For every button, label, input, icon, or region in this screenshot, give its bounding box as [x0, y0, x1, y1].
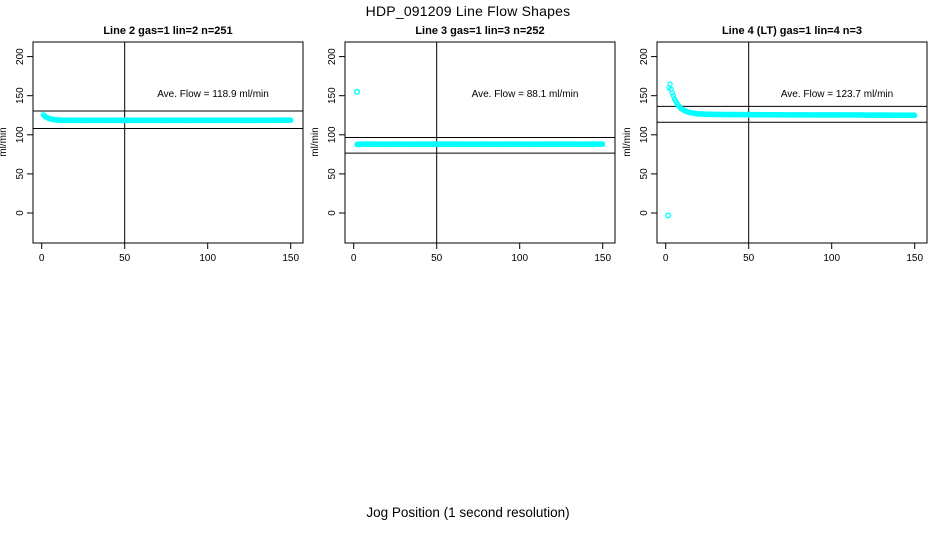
- y-axis-title: ml/min: [622, 127, 633, 156]
- y-tick-label: 50: [15, 168, 26, 180]
- plot-box: [32, 41, 304, 244]
- ave-flow-annotation: Ave. Flow = 123.7 ml/min: [781, 89, 893, 100]
- data-points: [40, 112, 294, 124]
- x-tick-label: 150: [594, 253, 611, 264]
- x-tick-label: 50: [431, 253, 443, 264]
- panel-line-4: Line 4 (LT) gas=1 lin=4 n=30501001502000…: [622, 25, 928, 264]
- plot-box: [344, 41, 616, 244]
- x-tick-label: 150: [282, 253, 299, 264]
- y-tick-label: 200: [639, 48, 650, 65]
- y-tick-label: 150: [639, 87, 650, 104]
- data-point: [288, 117, 294, 123]
- x-tick-label: 50: [119, 253, 131, 264]
- outlier-point: [665, 212, 672, 219]
- y-axis-title: ml/min: [0, 127, 9, 156]
- panel-line-3: Line 3 gas=1 lin=3 n=252 0 50 100 150 200 0 50 1…: [310, 25, 616, 264]
- outlier-point: [354, 88, 361, 95]
- x-tick-label: 0: [351, 253, 357, 264]
- y-tick-label: 100: [327, 126, 338, 143]
- y-tick-label: 150: [15, 87, 26, 104]
- data-point: [669, 90, 675, 96]
- plot-box: [656, 41, 928, 244]
- x-tick-label: 0: [39, 253, 45, 264]
- x-tick-label: 0: [663, 253, 669, 264]
- y-axis: 0 50 100 150 200: [639, 48, 657, 216]
- y-tick-label: 0: [639, 210, 650, 216]
- panel-title: Line 4 (LT) gas=1 lin=4 n=3: [722, 25, 862, 37]
- ave-flow-annotation: Ave. Flow = 88.1 ml/min: [472, 89, 579, 100]
- x-axis: 0 50 100 150: [663, 243, 923, 264]
- ave-flow-annotation: Ave. Flow = 118.9 ml/min: [157, 89, 269, 100]
- x-tick-label: 50: [743, 253, 755, 264]
- x-tick-label: 100: [199, 253, 216, 264]
- x-tick-label: 100: [511, 253, 528, 264]
- x-tick-label: 100: [823, 253, 840, 264]
- data-point: [670, 92, 677, 99]
- x-tick-label: 150: [906, 253, 923, 264]
- y-axis: 0 50 100 150 200: [327, 48, 345, 216]
- y-tick-label: 50: [327, 168, 338, 180]
- panel-title: Line 3 gas=1 lin=3 n=252: [415, 25, 544, 37]
- x-axis-title: Jog Position (1 second resolution): [366, 505, 570, 520]
- panel-line-2: Line 2 gas=1 lin=2 n=251 0 50 100 150 200 0 50 1…: [0, 25, 304, 264]
- y-tick-label: 50: [639, 168, 650, 180]
- y-tick-label: 150: [327, 87, 338, 104]
- y-tick-label: 0: [15, 210, 26, 216]
- y-tick-label: 100: [15, 126, 26, 143]
- data-point: [912, 112, 918, 119]
- main-title: HDP_091209 Line Flow Shapes: [365, 3, 571, 19]
- data-points: [354, 141, 606, 148]
- y-axis: 0 50 100 150 200: [15, 48, 33, 216]
- panel-title: Line 2 gas=1 lin=2 n=251: [103, 25, 232, 37]
- y-tick-label: 100: [639, 126, 650, 143]
- x-axis: 0 50 100 150: [351, 243, 611, 264]
- data-point: [667, 81, 673, 87]
- x-axis: 0 50 100 150: [39, 243, 299, 264]
- y-tick-label: 200: [327, 48, 338, 65]
- y-tick-label: 200: [15, 48, 26, 65]
- data-point: [600, 141, 606, 147]
- y-axis-title: ml/min: [310, 127, 321, 156]
- data-points: [666, 81, 918, 119]
- y-tick-label: 0: [327, 210, 338, 216]
